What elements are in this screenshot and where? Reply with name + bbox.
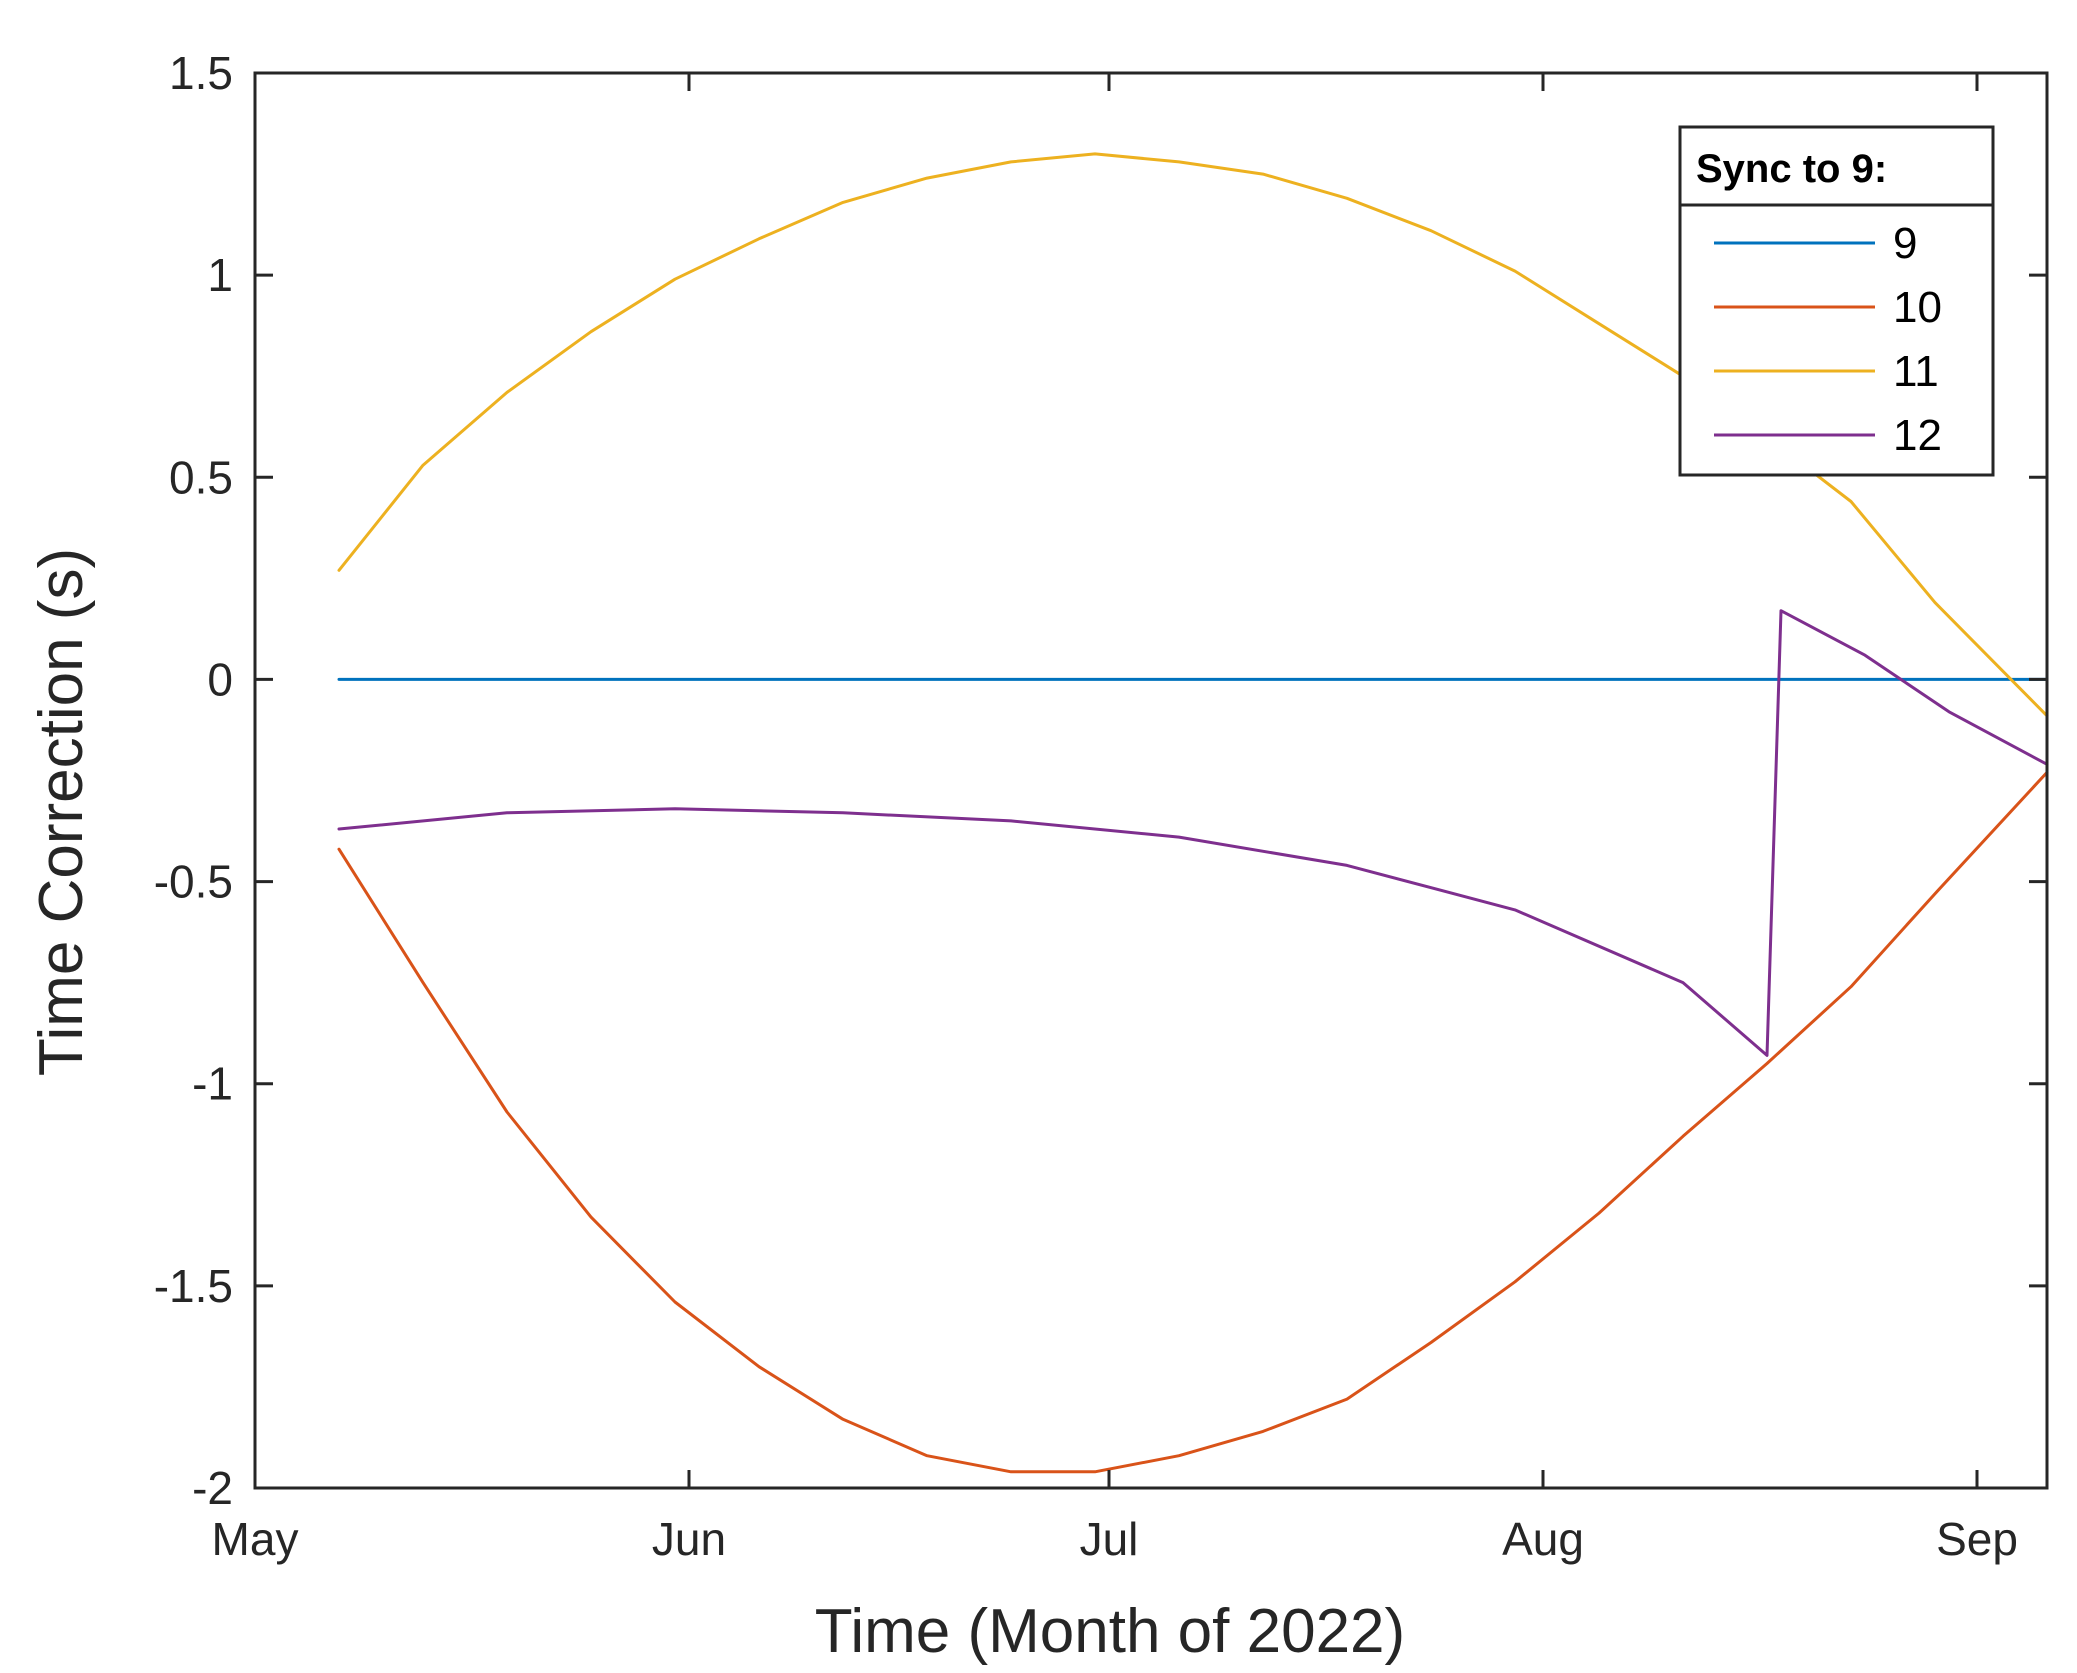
y-tick-label: -1.5 xyxy=(154,1260,233,1312)
legend-label-10: 10 xyxy=(1893,283,1942,332)
x-tick-label: Sep xyxy=(1936,1513,2018,1565)
legend-label-12: 12 xyxy=(1893,411,1942,460)
x-tick-label: Jul xyxy=(1080,1513,1139,1565)
y-tick-label: 0 xyxy=(207,653,233,705)
x-tick-label: Jun xyxy=(652,1513,726,1565)
series-line-12 xyxy=(337,609,2049,1057)
x-tick-label: Aug xyxy=(1502,1513,1584,1565)
plot-border xyxy=(253,71,2049,1490)
legend: Sync to 9: 9 10 11 12 xyxy=(1678,125,1995,477)
legend-box xyxy=(1678,125,1995,477)
y-tick-label: -0.5 xyxy=(154,856,233,908)
legend-label-11: 11 xyxy=(1893,347,1939,396)
y-tick-label: 1.5 xyxy=(169,47,233,99)
y-axis-title: Time Correction (s) xyxy=(27,548,96,1076)
y-tick-label: -2 xyxy=(192,1462,233,1514)
series-line-10 xyxy=(337,770,2049,1474)
legend-title: Sync to 9: xyxy=(1696,147,1887,191)
legend-label-9: 9 xyxy=(1893,219,1917,268)
y-tick-label: 0.5 xyxy=(169,451,233,503)
x-axis-title: Time (Month of 2022) xyxy=(815,1597,1405,1666)
y-tick-label: 1 xyxy=(207,249,233,301)
y-tick-label: -1 xyxy=(192,1058,233,1110)
legend-items: 9 10 11 12 xyxy=(1714,219,1942,460)
x-tick-label: May xyxy=(212,1513,299,1565)
